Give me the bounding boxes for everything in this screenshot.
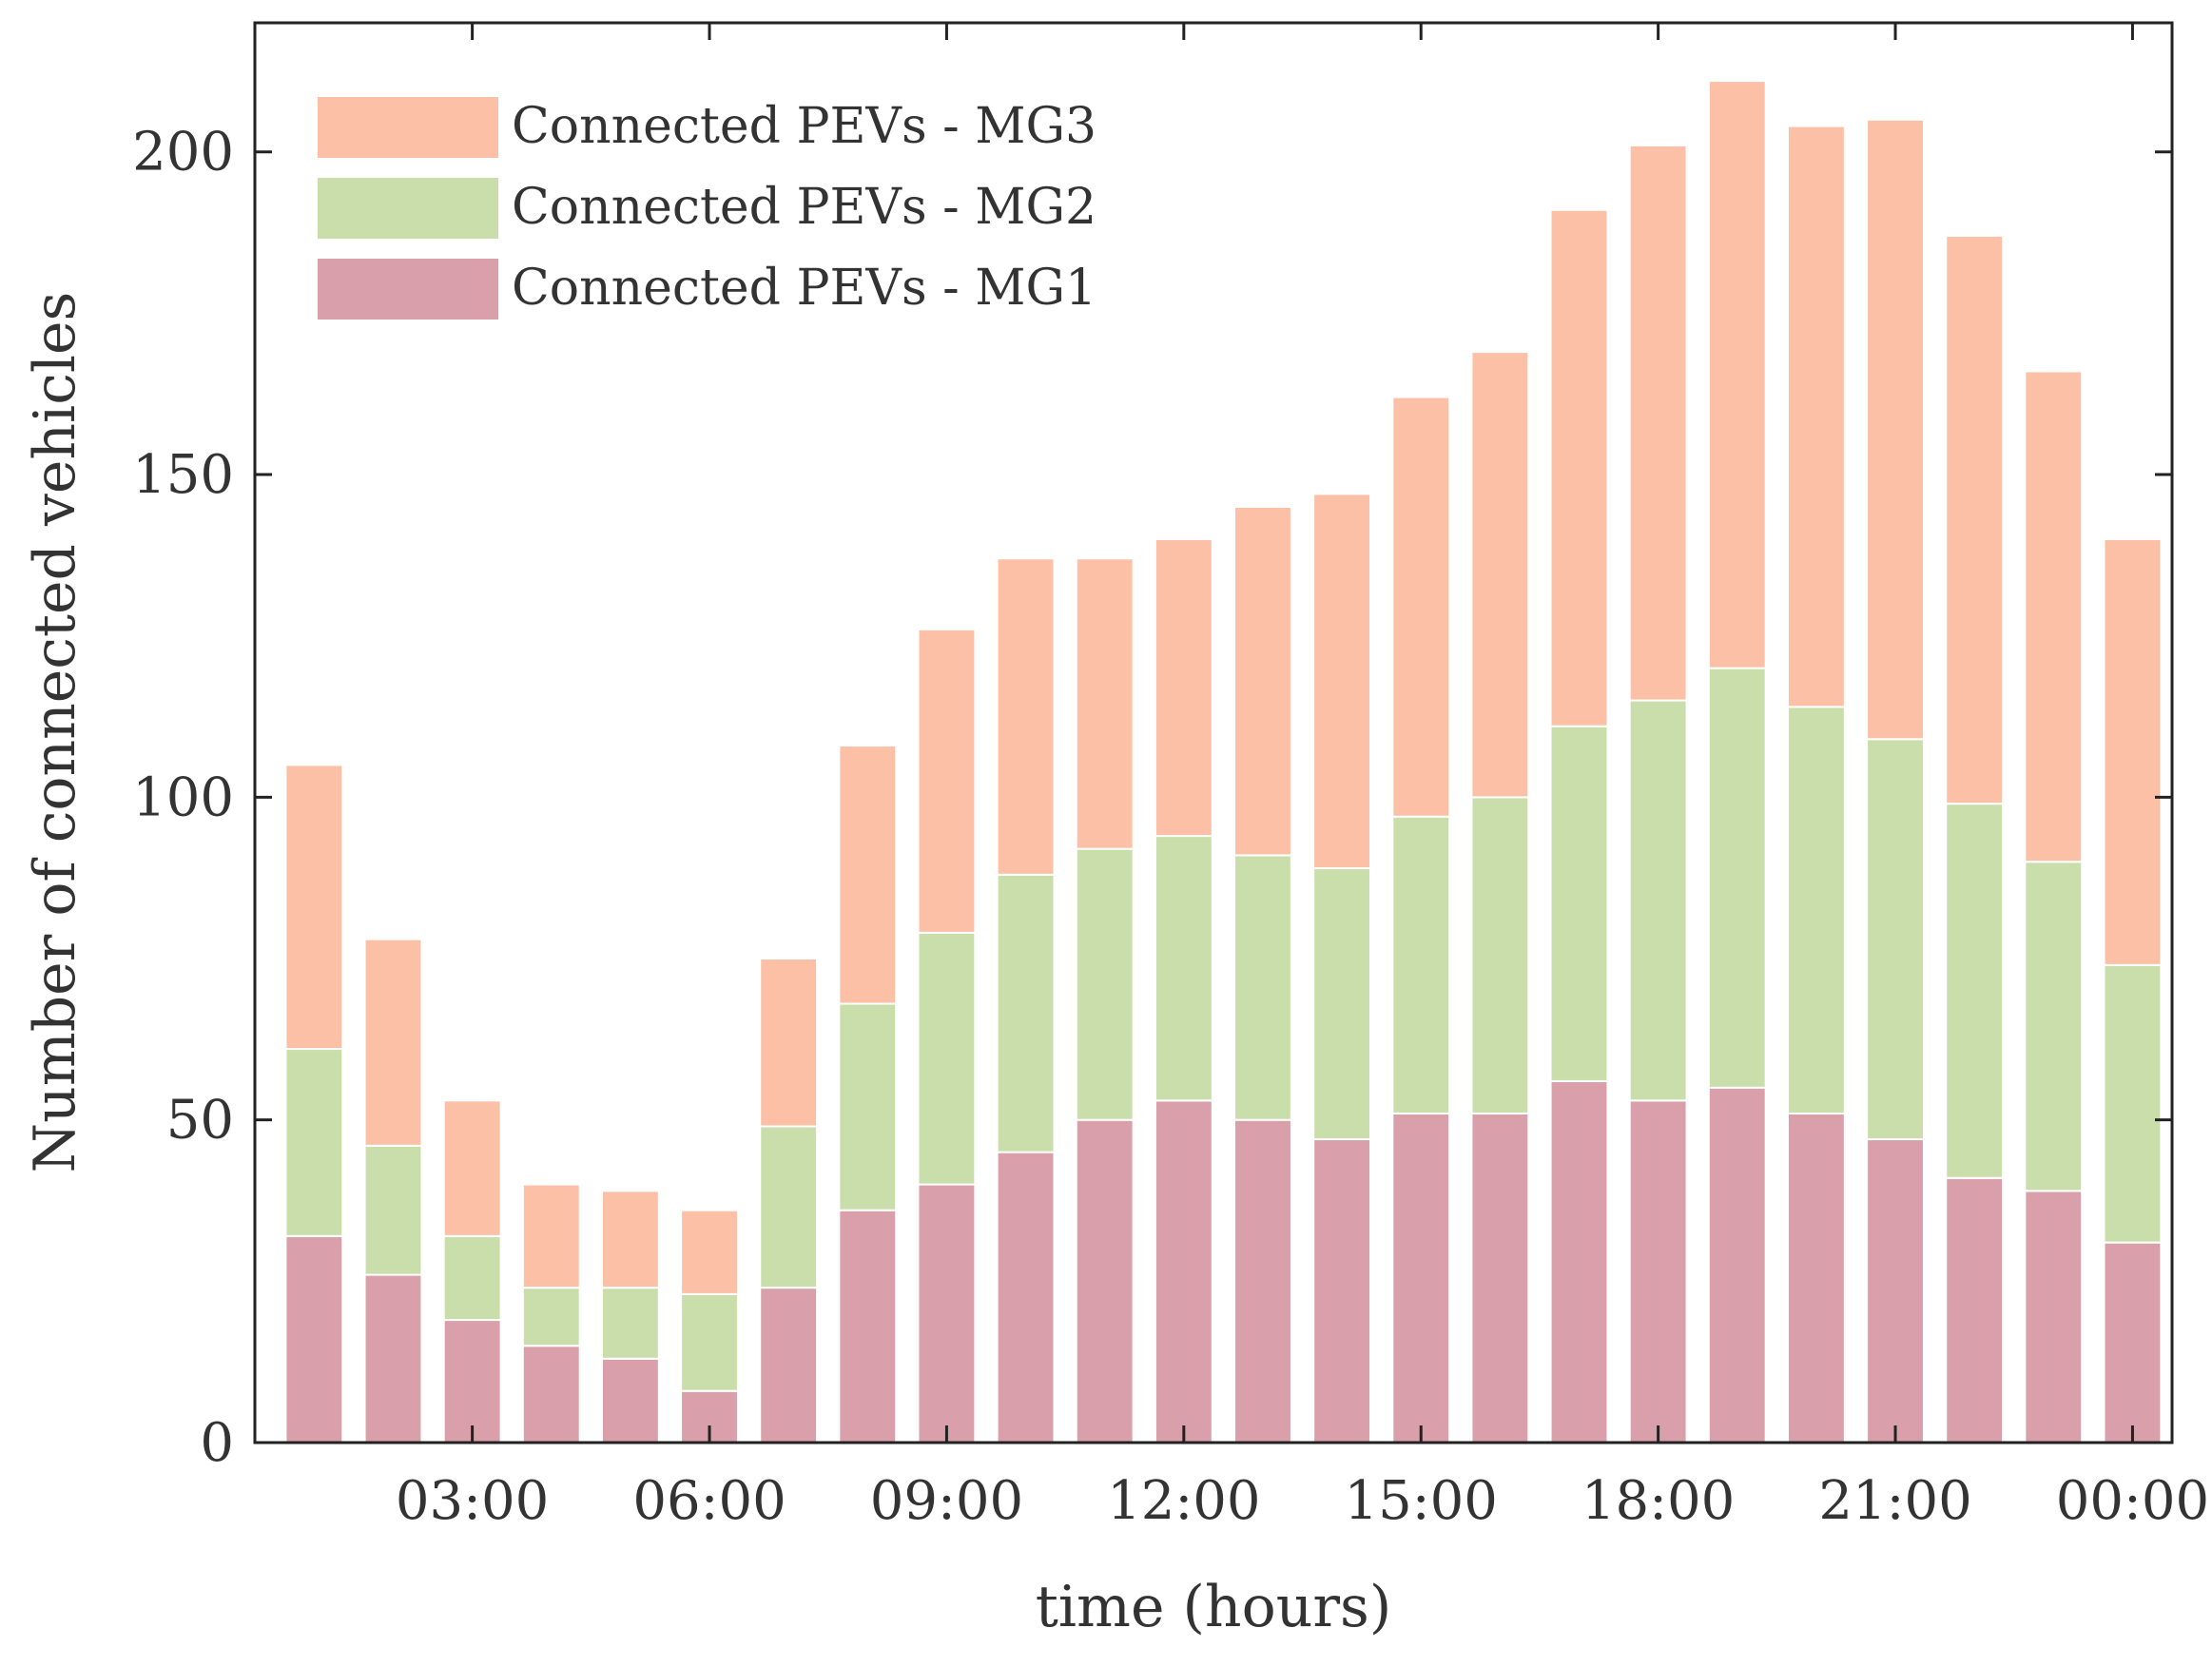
x-axis-title: time (hours) [1036, 1574, 1391, 1640]
bar-series-3-hour-12 [1154, 537, 1213, 838]
x-axis: 03:00 06:00 09:00 12:00 15:00 18:00 21:00 00:00 [396, 23, 2209, 1532]
legend-swatch-3 [318, 97, 498, 158]
bar-series-2-hour-10 [996, 873, 1056, 1153]
bar-series-2-hour-8 [838, 1002, 898, 1211]
y-tick-label-50: 50 [166, 1090, 234, 1152]
bar-series-3-hour-21 [1866, 118, 1925, 741]
bar-series-2-hour-21 [1866, 738, 1925, 1141]
bar-series-3-hour-3 [442, 1099, 502, 1237]
y-tick-label-100: 100 [132, 766, 234, 828]
x-tick-label-6: 21:00 [1818, 1470, 1971, 1532]
y-axis-title: Number of connected vehicles [22, 292, 88, 1173]
bar-series-3-hour-8 [838, 745, 898, 1005]
x-tick-label-3: 12:00 [1107, 1470, 1260, 1532]
bar-series-1-hour-8 [838, 1209, 898, 1444]
bar-series-1-hour-22 [1945, 1176, 2005, 1444]
bar-series-1-hour-1 [284, 1234, 344, 1444]
y-tick-label-150: 150 [132, 444, 234, 506]
bar-series-3-hour-10 [996, 557, 1056, 876]
bar-series-2-hour-12 [1154, 835, 1213, 1102]
legend-label-2: Connected PEVs - MG2 [512, 179, 1096, 236]
bar-series-1-hour-3 [442, 1319, 502, 1444]
bar-series-2-hour-13 [1233, 854, 1292, 1121]
legend-label-3: Connected PEVs - MG3 [512, 98, 1096, 155]
bar-series-2-hour-6 [680, 1292, 739, 1392]
bar-series-2-hour-3 [442, 1234, 502, 1322]
bar-series-3-hour-18 [1628, 144, 1688, 702]
bar-series-3-hour-9 [917, 628, 977, 934]
bar-series-2-hour-18 [1628, 699, 1688, 1102]
legend: Connected PEVs - MG3 Connected PEVs - MG2… [318, 97, 1096, 320]
bar-series-3-hour-17 [1549, 208, 1609, 727]
x-tick-label-4: 15:00 [1345, 1470, 1498, 1532]
bar-series-2-hour-2 [363, 1144, 423, 1276]
bar-series-1-hour-13 [1233, 1118, 1292, 1444]
bar-series-3-hour-2 [363, 938, 423, 1147]
bar-series-1-hour-19 [1707, 1086, 1767, 1444]
bar-series-3-hour-16 [1470, 351, 1530, 799]
bar-series-1-hour-7 [759, 1287, 819, 1444]
y-axis: 0 50 100 150 200 [132, 122, 2172, 1474]
x-tick-label-0: 03:00 [396, 1470, 549, 1532]
bars-layer [284, 80, 2163, 1444]
bar-series-2-hour-24 [2103, 963, 2163, 1244]
bar-series-3-hour-14 [1312, 493, 1372, 870]
legend-label-1: Connected PEVs - MG1 [512, 260, 1096, 317]
bar-series-3-hour-6 [680, 1209, 739, 1295]
bar-series-2-hour-19 [1707, 667, 1767, 1089]
bar-series-2-hour-1 [284, 1048, 344, 1237]
bar-series-2-hour-7 [759, 1125, 819, 1289]
x-tick-label-1: 06:00 [632, 1470, 786, 1532]
bar-series-1-hour-14 [1312, 1138, 1372, 1444]
bar-series-1-hour-9 [917, 1183, 977, 1444]
y-tick-label-0: 0 [200, 1412, 234, 1474]
bar-series-2-hour-4 [521, 1287, 581, 1347]
bar-series-1-hour-12 [1154, 1099, 1213, 1444]
bar-series-2-hour-11 [1075, 847, 1135, 1121]
bar-series-1-hour-2 [363, 1273, 423, 1444]
legend-swatch-2 [318, 178, 498, 239]
bar-series-3-hour-1 [284, 764, 344, 1051]
bar-series-1-hour-16 [1470, 1112, 1530, 1444]
bar-series-1-hour-4 [521, 1345, 581, 1444]
bar-series-3-hour-7 [759, 958, 819, 1128]
bar-series-1-hour-15 [1391, 1112, 1451, 1444]
bar-series-2-hour-15 [1391, 815, 1451, 1115]
bar-series-2-hour-20 [1786, 706, 1846, 1115]
plot-frame [253, 21, 2174, 1444]
legend-swatch-1 [318, 259, 498, 320]
bar-series-3-hour-11 [1075, 557, 1135, 850]
bar-series-1-hour-18 [1628, 1099, 1688, 1444]
bar-series-3-hour-19 [1707, 80, 1767, 669]
y-tick-label-200: 200 [132, 122, 234, 184]
bar-series-2-hour-22 [1945, 803, 2005, 1179]
x-tick-label-7: 00:00 [2056, 1470, 2209, 1532]
x-tick-label-5: 18:00 [1581, 1470, 1735, 1532]
bar-series-1-hour-20 [1786, 1112, 1846, 1444]
bar-series-1-hour-24 [2103, 1241, 2163, 1444]
bar-series-3-hour-4 [521, 1183, 581, 1289]
bar-series-1-hour-17 [1549, 1079, 1609, 1444]
bar-series-1-hour-11 [1075, 1118, 1135, 1444]
bar-series-3-hour-22 [1945, 234, 2005, 805]
bar-series-2-hour-9 [917, 931, 977, 1186]
bar-series-2-hour-5 [600, 1287, 660, 1360]
bar-series-3-hour-23 [2024, 370, 2084, 863]
bar-series-1-hour-10 [996, 1151, 1056, 1444]
bar-series-2-hour-14 [1312, 867, 1372, 1141]
bar-series-3-hour-24 [2103, 537, 2163, 966]
bar-series-1-hour-21 [1866, 1138, 1925, 1444]
bar-series-3-hour-5 [600, 1190, 660, 1289]
bar-series-2-hour-17 [1549, 725, 1609, 1082]
bar-series-3-hour-15 [1391, 396, 1451, 818]
bar-series-3-hour-20 [1786, 125, 1846, 708]
bar-series-1-hour-5 [600, 1357, 660, 1444]
bar-series-2-hour-16 [1470, 796, 1530, 1115]
bar-series-2-hour-23 [2024, 861, 2084, 1192]
bar-series-1-hour-23 [2024, 1190, 2084, 1444]
x-tick-label-2: 09:00 [870, 1470, 1023, 1532]
bar-series-3-hour-13 [1233, 505, 1292, 857]
